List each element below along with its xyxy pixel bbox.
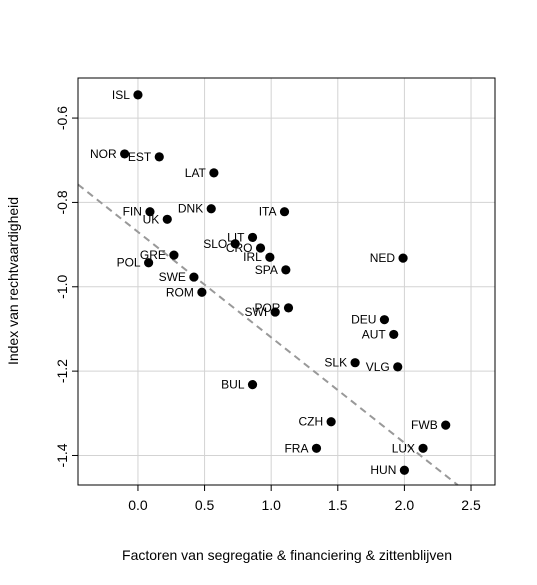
- point-label-fwb: FWB: [411, 418, 438, 432]
- point-label-ita: ITA: [259, 205, 277, 219]
- point-label-irl: IRL: [243, 250, 262, 264]
- point-label-pol: POL: [117, 256, 141, 270]
- y-tick-label: -1.4: [54, 443, 70, 467]
- data-point-ita: [279, 207, 290, 217]
- data-point-deu: [379, 315, 390, 325]
- y-axis-ticks: -0.6 -0.8 -1.0 -1.2 -1.4: [54, 106, 78, 468]
- x-tick-label: 1.5: [328, 497, 348, 513]
- data-point-uk: [162, 214, 172, 224]
- data-point-irl: [265, 252, 275, 262]
- x-tick-label: 2.5: [461, 497, 481, 513]
- point-label-lat: LAT: [185, 166, 207, 180]
- data-point-czh: [326, 417, 336, 427]
- data-point-hun: [399, 465, 410, 475]
- data-point-ned: [398, 253, 408, 263]
- point-label-bul: BUL: [221, 378, 245, 392]
- point-label-deu: DEU: [351, 313, 376, 327]
- data-point-lit: [247, 232, 258, 243]
- x-tick-label: 0.5: [195, 497, 215, 513]
- data-point-pol: [144, 258, 154, 268]
- data-point-swe: [189, 272, 199, 282]
- x-tick-label: 0.0: [128, 497, 148, 513]
- point-label-vlg: VLG: [366, 360, 390, 374]
- point-label-hun: HUN: [370, 463, 396, 477]
- data-point-slo: [230, 239, 240, 249]
- trendline: [77, 183, 459, 486]
- data-points: [120, 90, 451, 475]
- data-point-lat: [209, 168, 219, 178]
- x-axis-ticks: 0.0 0.5 1.0 1.5 2.0 2.5: [128, 485, 481, 513]
- data-point-rom: [197, 287, 207, 297]
- point-label-fra: FRA: [284, 441, 308, 455]
- data-point-aut: [389, 329, 399, 340]
- point-label-aut: AUT: [362, 327, 387, 341]
- data-point-vlg: [393, 362, 403, 372]
- data-point-fin: [145, 207, 155, 217]
- point-label-slo: SLO: [203, 237, 227, 251]
- y-tick-label: -1.0: [54, 274, 70, 298]
- data-point-por: [283, 303, 294, 313]
- data-point-est: [154, 152, 164, 162]
- point-label-fin: FIN: [123, 205, 142, 219]
- point-label-gre: GRE: [140, 248, 166, 262]
- data-point-cro: [255, 243, 266, 253]
- point-label-spa: SPA: [255, 263, 278, 277]
- data-point-swi: [270, 307, 280, 317]
- point-label-nor: NOR: [90, 147, 117, 161]
- point-label-est: EST: [128, 150, 152, 164]
- data-point-gre: [169, 250, 179, 260]
- data-point-lux: [418, 443, 428, 453]
- data-point-nor: [120, 149, 130, 159]
- point-label-ned: NED: [370, 251, 396, 265]
- point-label-lux: LUX: [392, 441, 415, 455]
- x-axis-title: Factoren van segregatie & financiering &…: [122, 547, 452, 563]
- plot-frame: [77, 77, 496, 486]
- x-tick-label: 2.0: [395, 497, 415, 513]
- point-label-isl: ISL: [112, 88, 130, 102]
- trendline-layer: [77, 183, 459, 486]
- data-point-fwb: [441, 420, 451, 430]
- point-label-dnk: DNK: [178, 202, 203, 216]
- point-label-rom: ROM: [166, 285, 194, 299]
- point-label-swe: SWE: [159, 270, 186, 284]
- y-axis-title: Index van rechtvaardigheid: [5, 197, 21, 365]
- x-tick-label: 1.0: [261, 497, 281, 513]
- data-point-slk: [350, 358, 360, 368]
- point-label-czh: CZH: [298, 415, 323, 429]
- data-point-isl: [133, 90, 143, 100]
- grid-lines: [78, 78, 495, 485]
- data-point-fra: [311, 443, 322, 453]
- point-label-slk: SLK: [324, 356, 347, 370]
- data-point-dnk: [206, 204, 216, 214]
- point-label-por: POR: [254, 301, 280, 315]
- data-point-spa: [281, 265, 291, 275]
- y-tick-label: -1.2: [54, 359, 70, 383]
- point-label-lit: LIT: [227, 230, 245, 244]
- point-label-cro: CRO: [226, 241, 253, 255]
- data-point-bul: [247, 380, 258, 390]
- point-label-swi: SWI: [245, 305, 268, 319]
- y-tick-label: -0.6: [54, 106, 70, 130]
- y-tick-label: -0.8: [54, 190, 70, 214]
- point-label-uk: UK: [143, 212, 160, 226]
